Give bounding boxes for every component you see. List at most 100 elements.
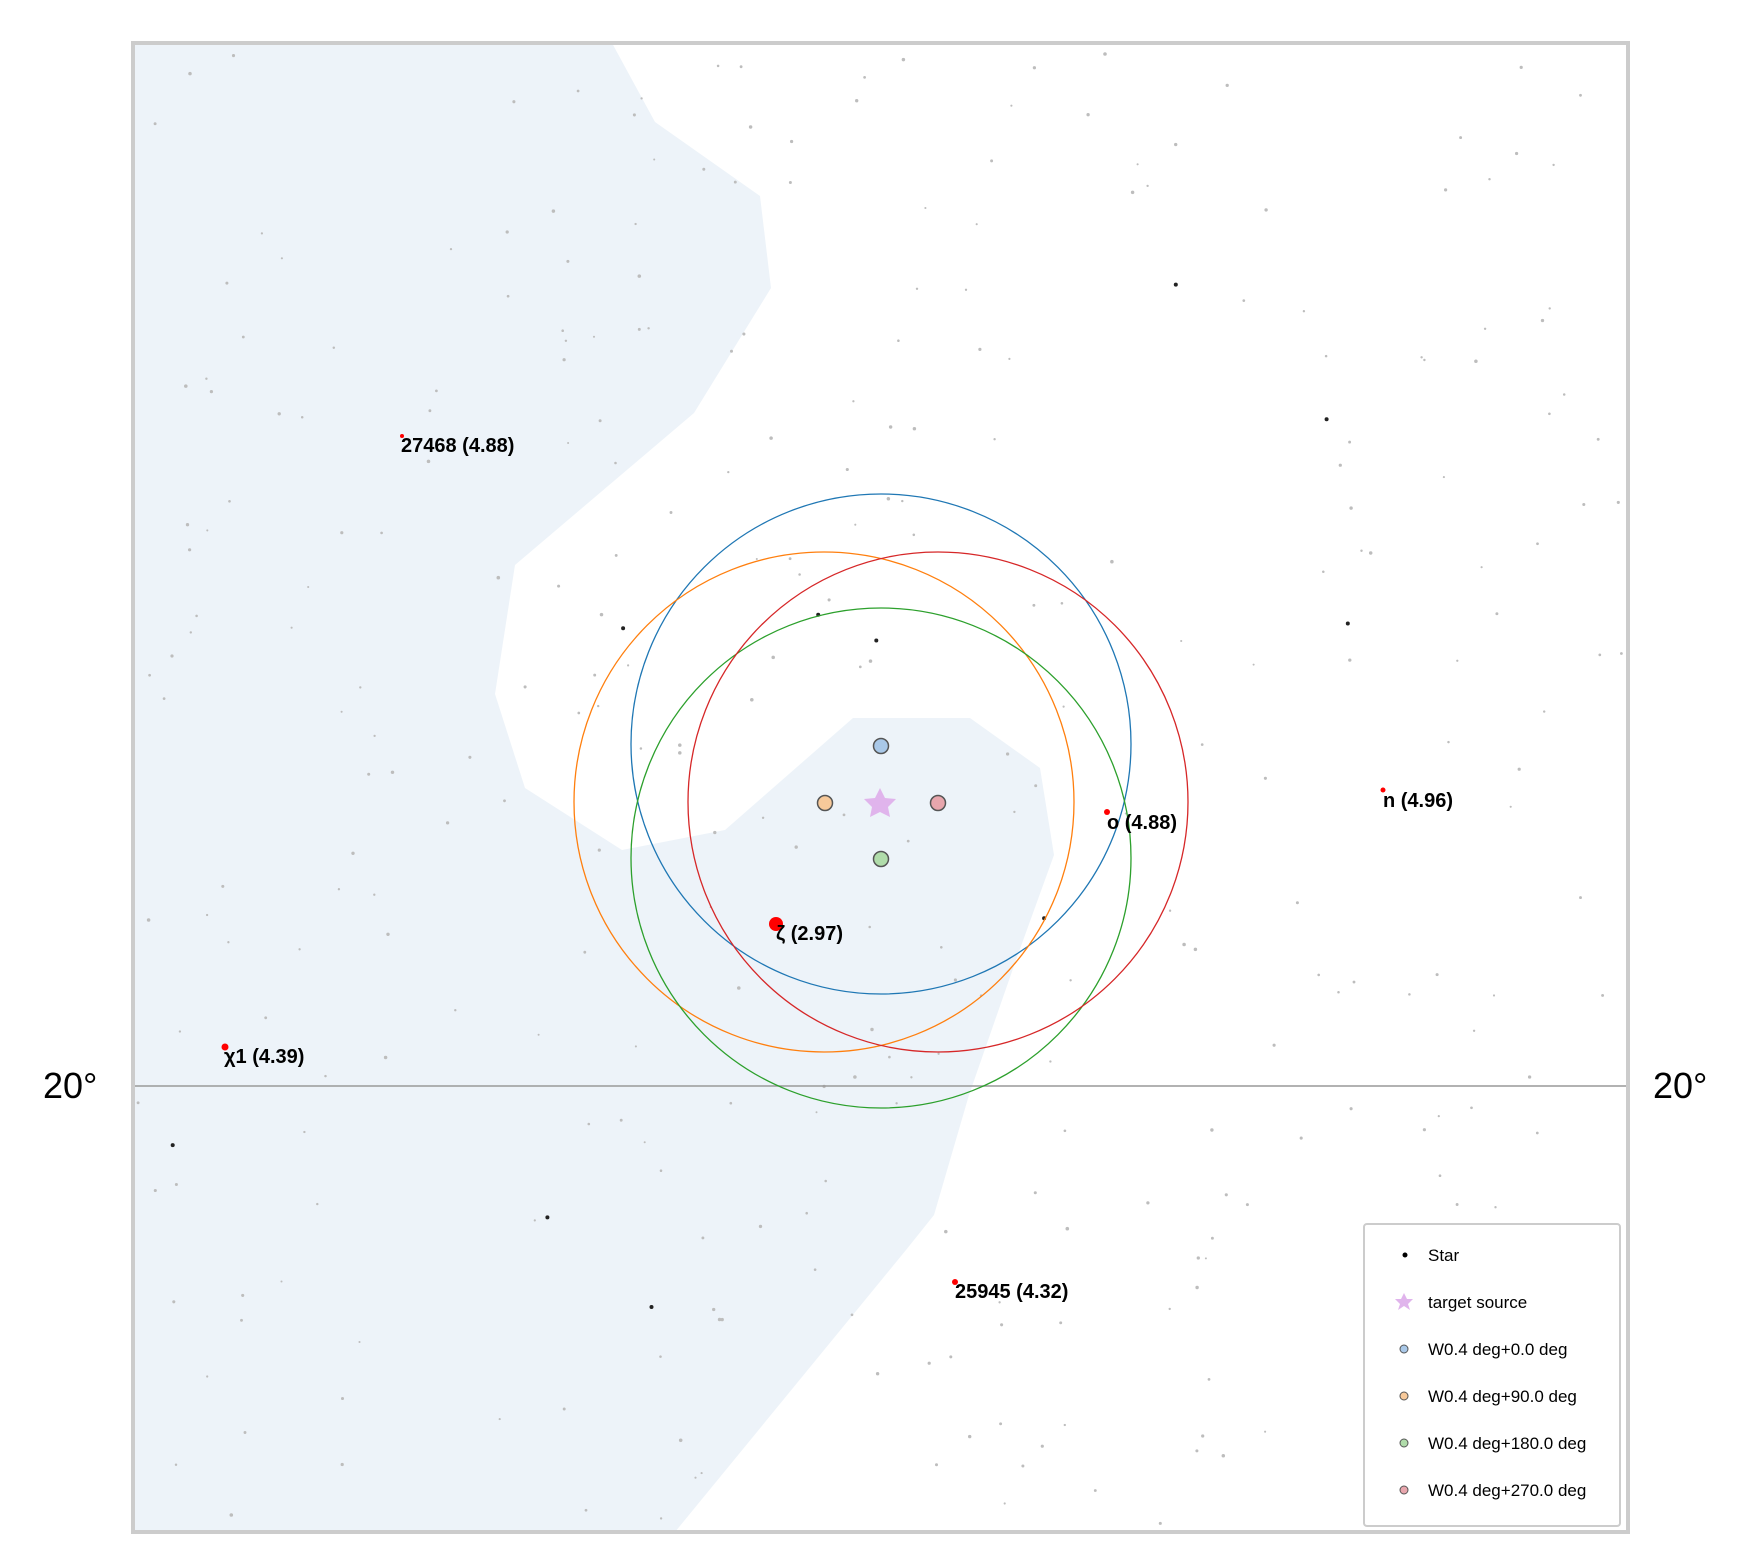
background-star [1263,776,1267,780]
background-star [694,1476,697,1479]
background-star [174,1463,178,1466]
background-star [1562,393,1566,396]
background-star [875,1372,880,1376]
background-star [1495,612,1499,616]
background-star [1348,658,1352,662]
named-star-label: 27468 (4.88) [401,435,514,457]
background-star [845,467,849,472]
background-star [798,573,801,576]
background-star [264,1016,268,1020]
background-star [229,1513,234,1517]
named-star-dot [1380,787,1386,793]
background-star [205,377,208,380]
background-star [1456,659,1459,662]
background-star [170,1143,175,1148]
background-star [1195,1449,1199,1453]
background-star [815,1111,818,1114]
background-star [1540,318,1545,323]
fov-circle-90 [573,551,1075,1053]
background-star [505,230,509,234]
named-star: 27468 (4.88) [400,434,514,457]
background-star [340,1462,344,1467]
background-star [1146,184,1149,188]
background-star [649,1305,654,1309]
background-stars [136,52,1623,1525]
background-star [1459,136,1463,140]
background-star [895,1102,898,1105]
background-star [562,358,566,362]
background-star [324,1074,327,1078]
background-star [1483,327,1487,330]
background-star [978,347,982,351]
background-star [1060,602,1064,605]
background-star [1324,354,1328,358]
background-star [545,1215,550,1220]
pointing-center-270 [929,794,947,812]
background-star [1423,358,1426,362]
background-star [1013,810,1016,814]
background-star [1420,356,1423,359]
background-star [564,339,568,343]
background-star [678,1438,683,1443]
background-star [1207,1378,1211,1381]
background-star [888,1055,891,1059]
plot-frame [131,41,1630,1534]
background-star [178,1030,182,1033]
background-star [1049,1060,1052,1063]
background-star [788,181,792,184]
background-star [1552,163,1555,167]
background-star [870,1027,874,1032]
background-star [225,281,229,285]
legend-box [1363,1223,1621,1527]
named-star-label: 25945 (4.32) [955,1281,1068,1303]
background-star [277,412,281,416]
background-star [1447,740,1450,744]
background-star [1536,542,1539,546]
background-star [174,1182,178,1187]
background-star [537,1033,540,1036]
background-star [1515,151,1519,156]
fov-circle-270 [687,551,1189,1053]
named-star-dot [769,917,783,931]
background-star [561,329,564,332]
background-star [227,941,230,944]
background-star [1252,663,1255,666]
background-star [1210,1128,1214,1132]
legend-label: W0.4 deg+90.0 deg [1428,1387,1577,1406]
legend-label: W0.4 deg+270.0 deg [1428,1481,1586,1500]
background-star [993,438,996,441]
background-star [737,986,741,990]
background-star [241,335,245,339]
background-star [727,470,730,474]
background-star [340,710,343,713]
named-star: n (4.96) [1380,787,1453,812]
background-star [712,1307,716,1312]
background-star [1620,652,1623,655]
background-star [614,553,618,557]
background-star [146,918,151,922]
legend-label: W0.4 deg+0.0 deg [1428,1340,1567,1359]
background-star [597,848,601,852]
background-star [1264,1430,1267,1433]
background-star [771,655,775,660]
background-star [332,346,336,350]
background-star [1317,973,1321,977]
background-star [827,598,831,602]
background-star [634,222,637,226]
background-star [874,638,879,643]
legend-fov-marker [1399,1391,1409,1401]
pointing-center-90 [816,794,834,812]
background-star [614,461,617,465]
background-star [1010,104,1013,107]
background-star [1442,476,1445,479]
target-source-marker [864,788,896,817]
background-star [386,932,390,937]
background-star [209,389,214,394]
background-star [1472,1029,1476,1032]
background-star [1348,440,1352,444]
background-star [358,1340,361,1344]
background-star [206,529,209,532]
background-star [597,704,600,708]
background-star [373,734,376,738]
background-star [949,1355,953,1359]
